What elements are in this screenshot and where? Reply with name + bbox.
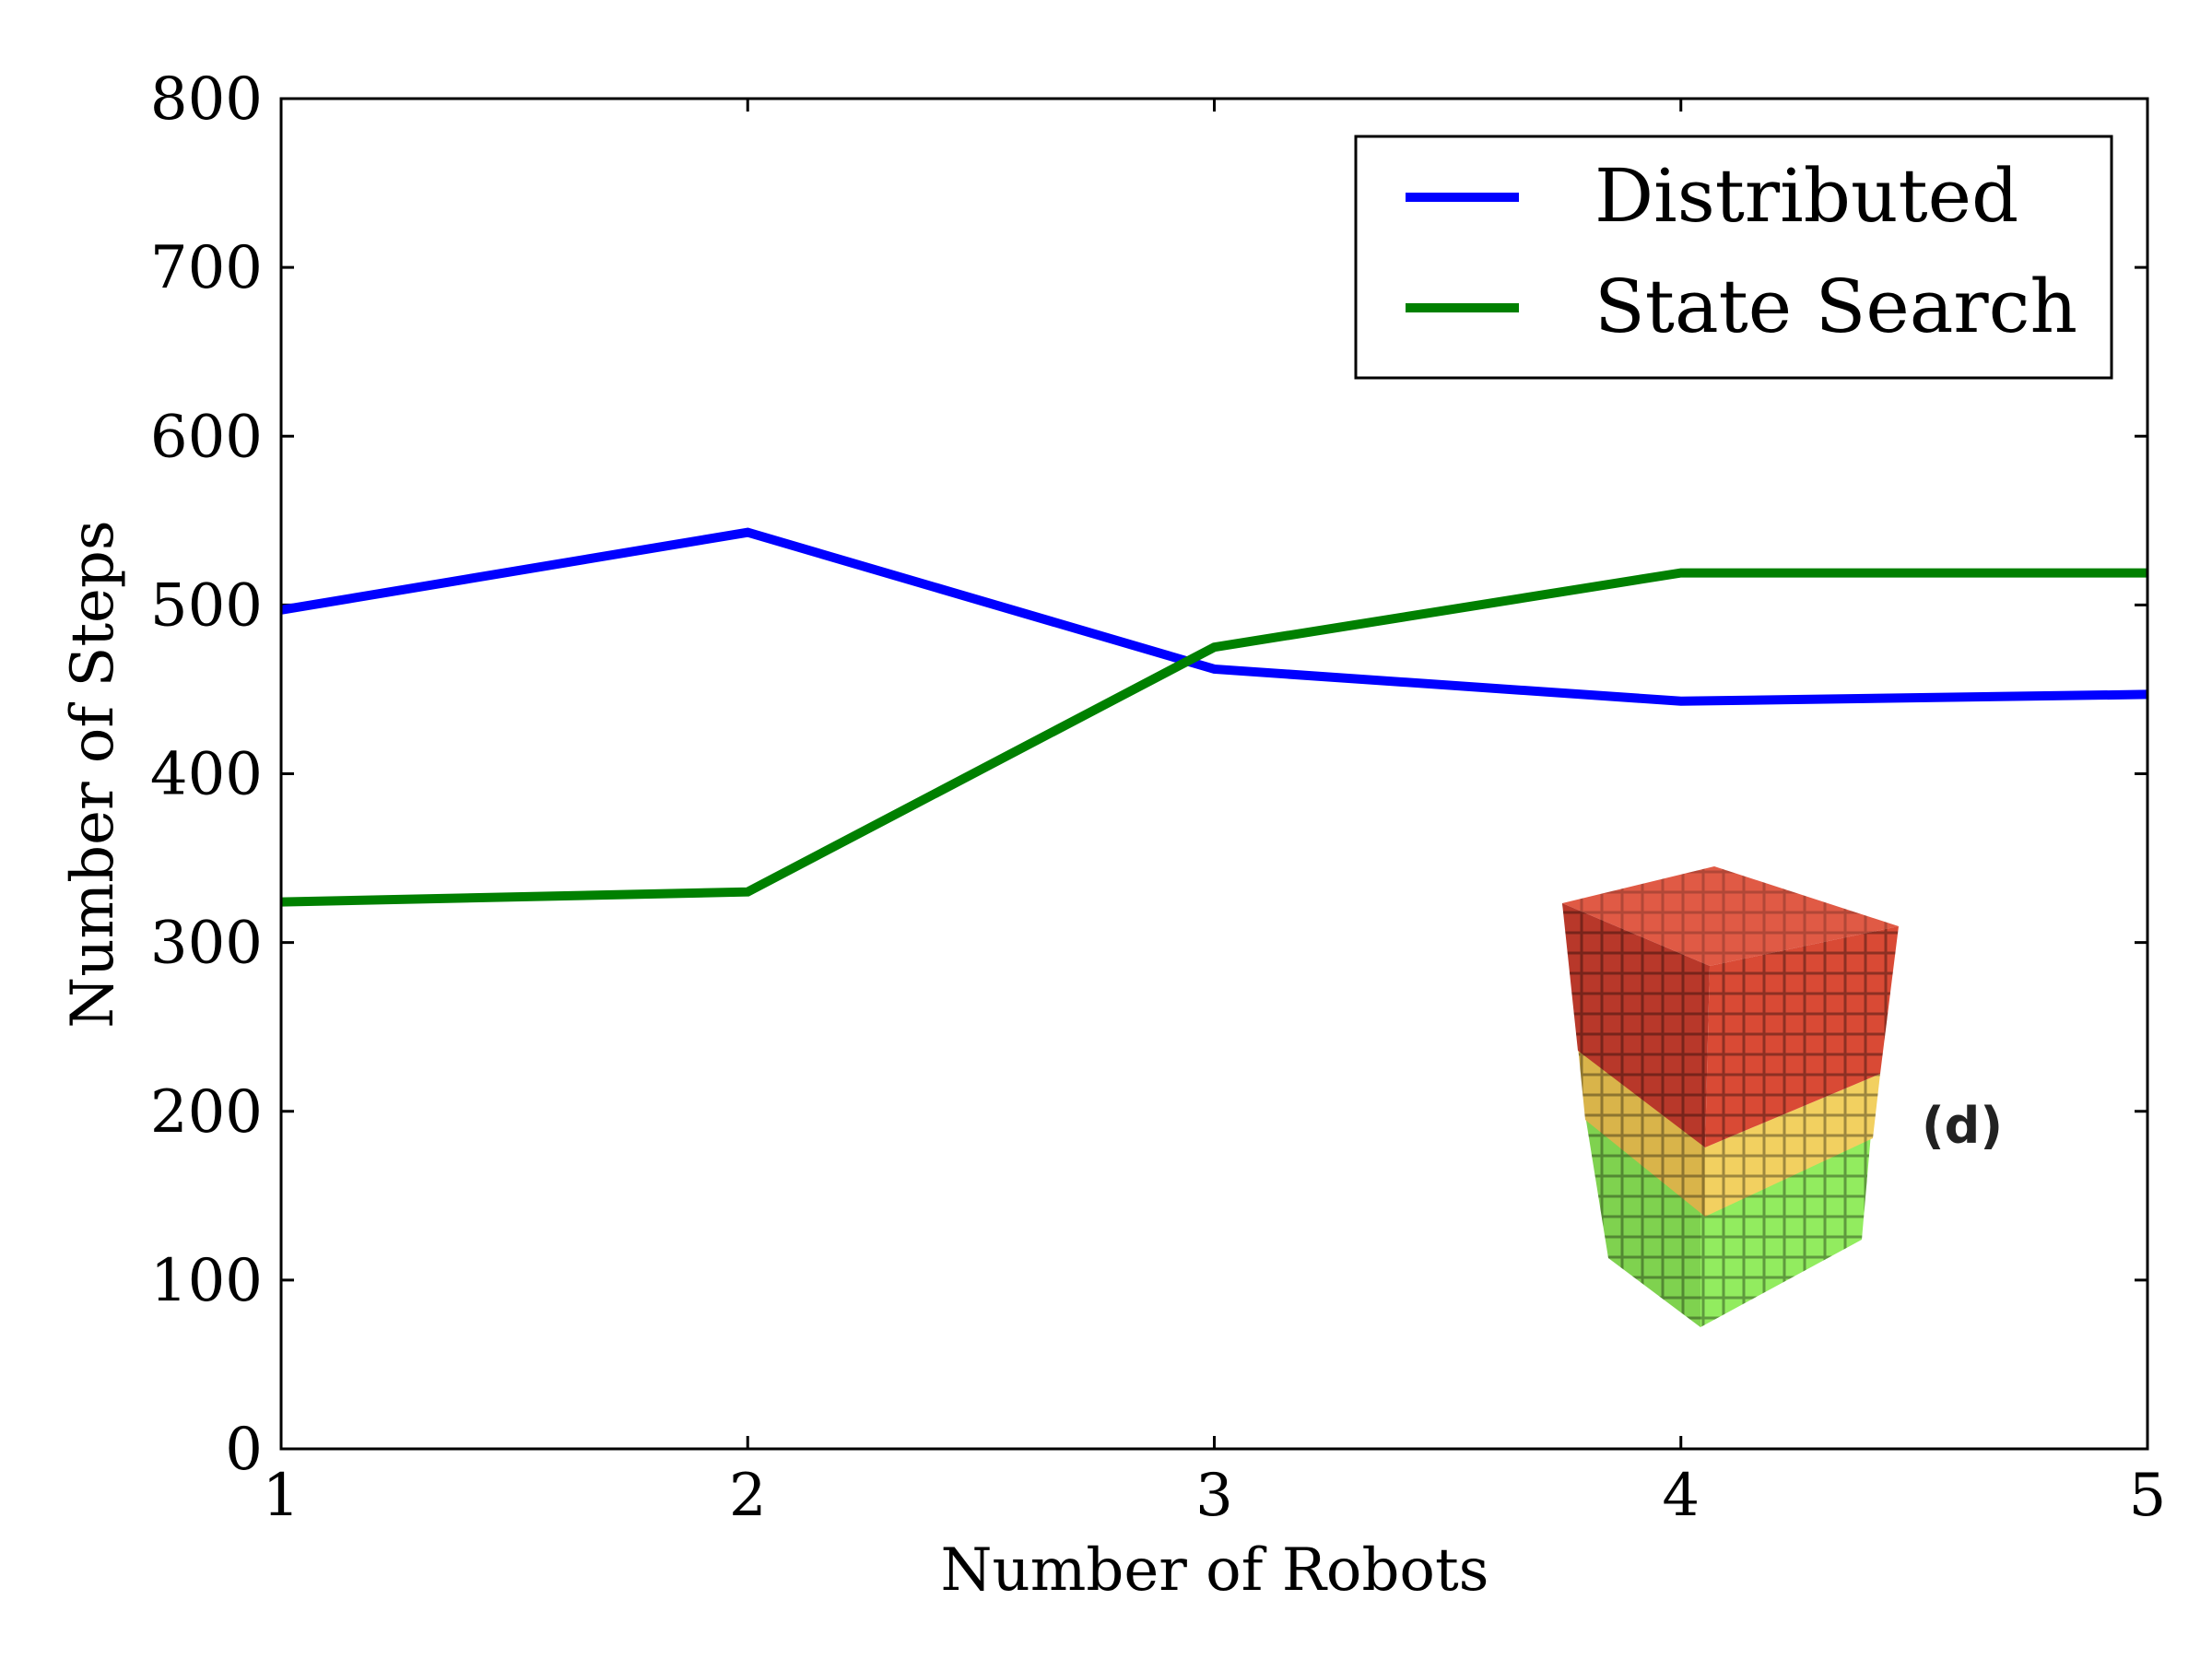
series-line-distributed <box>280 527 2148 706</box>
y-axis-label: Number of Steps <box>59 520 127 1029</box>
series-line-state-search <box>280 568 2147 907</box>
y-tick-label: 0 <box>225 1416 263 1484</box>
plot-frame <box>279 97 2149 1451</box>
tick-labels: 1 2 3 4 5 0 100 200 300 400 500 600 700 800 <box>150 65 2167 1530</box>
series-layer <box>280 527 2148 907</box>
legend-label-distributed: Distributed <box>1594 153 2018 239</box>
legend-label-state-search: State Search <box>1594 264 2077 349</box>
y-tick-label: 300 <box>150 910 263 978</box>
y-tick-label: 500 <box>150 571 263 640</box>
x-tick-label: 1 <box>263 1462 300 1530</box>
y-tick-label: 600 <box>150 403 263 471</box>
y-tick-label: 100 <box>150 1247 263 1315</box>
cube-stack-illustration: (d) <box>1562 866 2003 1327</box>
y-tick-label: 200 <box>150 1078 263 1147</box>
inset-label: (d) <box>1922 1097 2003 1155</box>
y-tick-label: 400 <box>150 741 263 809</box>
x-tick-label: 5 <box>2129 1462 2167 1530</box>
legend: Distributed State Search <box>1354 135 2113 380</box>
y-tick-label: 800 <box>150 65 263 134</box>
x-tick-label: 2 <box>729 1462 767 1530</box>
legend-box <box>1354 135 2113 380</box>
x-tick-label: 4 <box>1662 1462 1700 1530</box>
x-tick-label: 3 <box>1195 1462 1233 1530</box>
x-axis-label: Number of Robots <box>940 1536 1488 1605</box>
y-tick-label: 700 <box>150 234 263 302</box>
